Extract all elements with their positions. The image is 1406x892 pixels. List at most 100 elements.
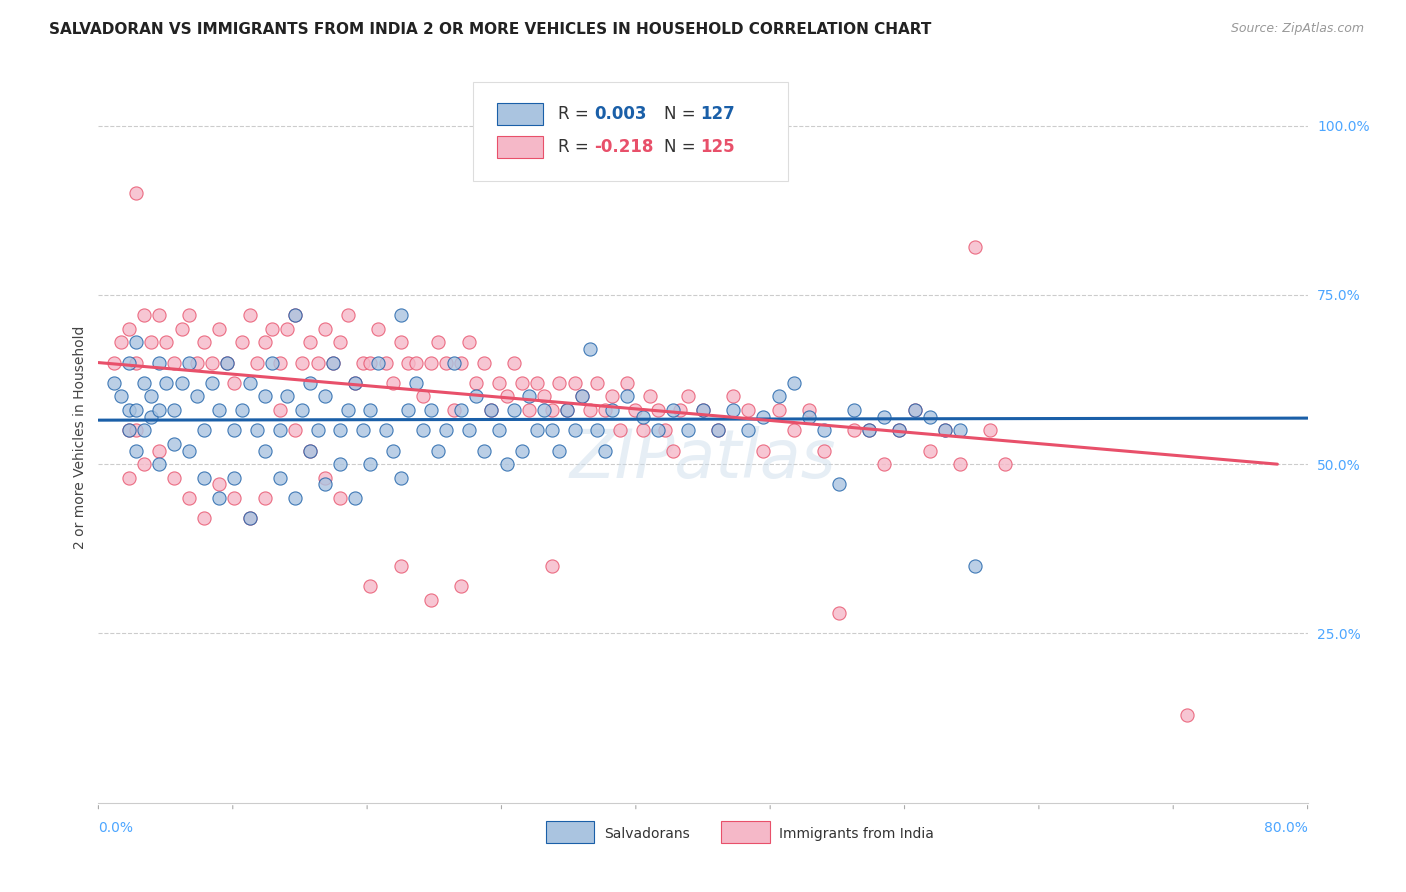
Point [918, 443, 941, 458]
Point [163, 471, 186, 485]
Point [647, 423, 669, 437]
Point [201, 376, 224, 390]
Point [723, 403, 745, 417]
Point [578, 403, 600, 417]
Point [457, 335, 479, 350]
Point [163, 403, 186, 417]
Point [813, 423, 835, 437]
Point [118, 403, 141, 417]
Point [148, 457, 170, 471]
Point [262, 322, 284, 336]
Point [602, 389, 624, 403]
Point [307, 423, 329, 437]
Point [844, 423, 866, 437]
Text: R =: R = [558, 137, 593, 156]
Point [949, 423, 972, 437]
Point [179, 308, 201, 322]
Point [647, 403, 669, 417]
Point [179, 355, 201, 369]
FancyBboxPatch shape [498, 136, 543, 158]
Point [291, 355, 314, 369]
Point [118, 423, 141, 437]
Point [284, 423, 307, 437]
Point [564, 423, 586, 437]
Point [457, 423, 479, 437]
Point [472, 443, 495, 458]
FancyBboxPatch shape [498, 103, 543, 125]
Point [904, 403, 927, 417]
Point [253, 491, 276, 505]
Point [224, 491, 246, 505]
Point [170, 376, 193, 390]
Point [125, 423, 148, 437]
Point [510, 376, 533, 390]
Point [360, 355, 382, 369]
Point [374, 355, 396, 369]
Point [768, 389, 790, 403]
Point [918, 409, 941, 424]
Point [215, 355, 238, 369]
Point [472, 355, 495, 369]
Point [208, 491, 231, 505]
Point [495, 457, 517, 471]
Point [443, 403, 465, 417]
Point [155, 376, 177, 390]
Text: SALVADORAN VS IMMIGRANTS FROM INDIA 2 OR MORE VEHICLES IN HOUSEHOLD CORRELATION : SALVADORAN VS IMMIGRANTS FROM INDIA 2 OR… [49, 22, 932, 37]
Text: 80.0%: 80.0% [1264, 821, 1308, 835]
Point [586, 423, 609, 437]
Point [389, 308, 412, 322]
Point [450, 579, 472, 593]
Point [148, 355, 170, 369]
Text: Salvadorans: Salvadorans [603, 827, 689, 840]
Point [299, 443, 322, 458]
Point [239, 308, 262, 322]
Point [503, 355, 526, 369]
Point [262, 355, 284, 369]
Point [382, 443, 405, 458]
Point [427, 443, 450, 458]
Point [533, 389, 555, 403]
Point [526, 376, 548, 390]
Point [654, 423, 676, 437]
Point [609, 423, 631, 437]
Point [465, 376, 488, 390]
Point [737, 403, 759, 417]
Text: Immigrants from India: Immigrants from India [779, 827, 934, 840]
Point [517, 403, 540, 417]
Point [481, 403, 503, 417]
Point [276, 322, 298, 336]
Point [360, 403, 382, 417]
Point [443, 355, 465, 369]
Point [132, 457, 155, 471]
Text: ZIPatlas: ZIPatlas [569, 426, 837, 492]
Point [322, 355, 344, 369]
Point [276, 389, 298, 403]
Point [797, 403, 820, 417]
Point [103, 355, 125, 369]
Point [540, 558, 562, 573]
Point [828, 477, 851, 491]
Point [186, 355, 208, 369]
Point [669, 403, 692, 417]
Point [141, 335, 163, 350]
Point [548, 376, 571, 390]
Point [125, 355, 148, 369]
Point [215, 355, 238, 369]
Point [412, 423, 434, 437]
Point [208, 477, 231, 491]
Point [246, 423, 269, 437]
Point [965, 558, 987, 573]
Point [141, 389, 163, 403]
Point [125, 186, 148, 201]
Point [488, 376, 510, 390]
Point [201, 355, 224, 369]
Point [692, 403, 714, 417]
Point [193, 471, 215, 485]
Point [299, 376, 322, 390]
Point [578, 342, 600, 356]
Point [208, 322, 231, 336]
Point [224, 376, 246, 390]
Point [602, 403, 624, 417]
Point [269, 471, 291, 485]
Point [291, 403, 314, 417]
